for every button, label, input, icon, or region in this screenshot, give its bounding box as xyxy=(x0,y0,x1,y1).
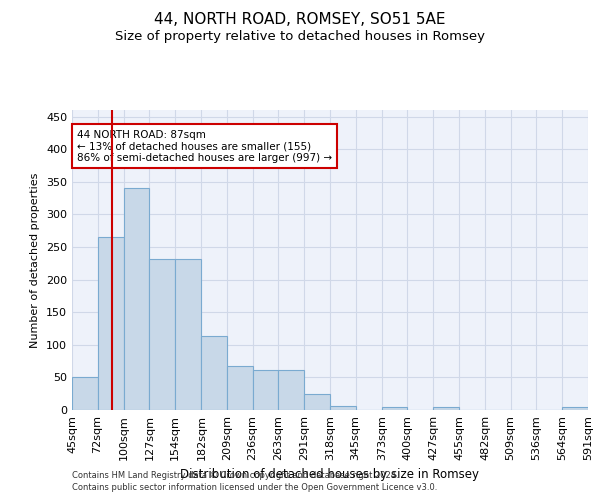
Text: Contains HM Land Registry data © Crown copyright and database right 2024.: Contains HM Land Registry data © Crown c… xyxy=(72,470,398,480)
Bar xyxy=(227,366,253,410)
Text: 44, NORTH ROAD, ROMSEY, SO51 5AE: 44, NORTH ROAD, ROMSEY, SO51 5AE xyxy=(154,12,446,28)
Bar xyxy=(562,406,588,410)
Y-axis label: Number of detached properties: Number of detached properties xyxy=(31,172,40,348)
Bar xyxy=(124,188,149,410)
Bar xyxy=(202,336,227,410)
Text: Size of property relative to detached houses in Romsey: Size of property relative to detached ho… xyxy=(115,30,485,43)
Bar xyxy=(382,406,407,410)
Bar xyxy=(253,370,278,410)
Bar xyxy=(278,370,304,410)
Bar xyxy=(304,394,330,410)
Bar xyxy=(98,237,124,410)
Bar xyxy=(149,258,175,410)
Bar xyxy=(175,258,202,410)
X-axis label: Distribution of detached houses by size in Romsey: Distribution of detached houses by size … xyxy=(181,468,479,481)
Bar xyxy=(330,406,356,410)
Text: Contains public sector information licensed under the Open Government Licence v3: Contains public sector information licen… xyxy=(72,483,437,492)
Bar xyxy=(72,378,98,410)
Text: 44 NORTH ROAD: 87sqm
← 13% of detached houses are smaller (155)
86% of semi-deta: 44 NORTH ROAD: 87sqm ← 13% of detached h… xyxy=(77,130,332,163)
Bar xyxy=(433,406,460,410)
